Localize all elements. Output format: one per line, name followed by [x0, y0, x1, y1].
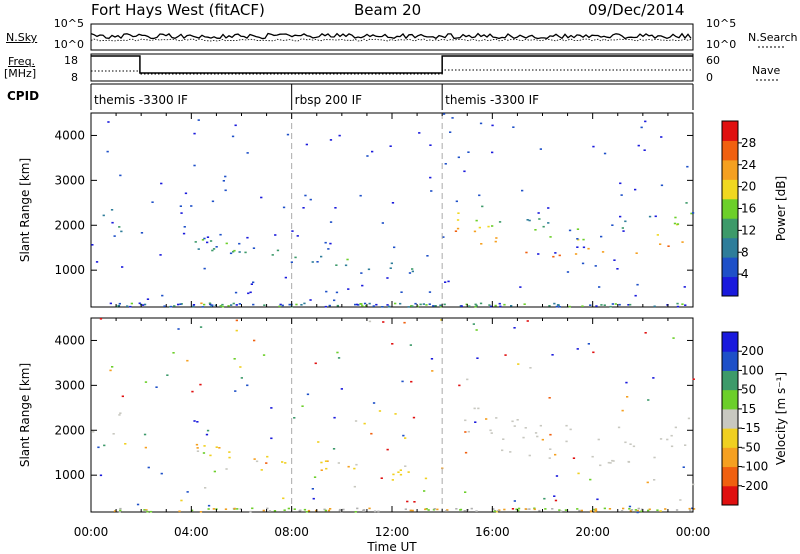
time-tick-label: 04:00: [174, 525, 209, 539]
slant-range-axis-label: Slant Range [km]: [18, 363, 32, 467]
noise-sky-trace: [90, 32, 692, 40]
colorbar-swatch: [722, 121, 738, 141]
colorbar-tick-label: 12: [741, 223, 756, 237]
power-colorbar-label: Power [dB]: [774, 176, 788, 241]
colorbar-swatch: [722, 447, 738, 468]
freq-panel: 18 8 60 0: [64, 53, 720, 84]
range-tick-label: 1000: [54, 468, 85, 482]
nsky-label: N.Sky: [6, 31, 38, 44]
colorbar-swatch: [722, 218, 738, 239]
freq-right-tick-top: 60: [706, 54, 720, 67]
freq-left-tick-top: 18: [64, 54, 78, 67]
nave-trace: [91, 69, 693, 75]
station-title: Fort Hays West (fitACF): [91, 1, 265, 19]
time-tick-label: 00:00: [74, 525, 109, 539]
slant-range-axis-label: Slant Range [km]: [18, 158, 32, 262]
date-title: 09/Dec/2014: [588, 1, 685, 19]
colorbar-tick-label: 28: [741, 136, 756, 150]
velocity-colorbar: -200 -100 -50 -15 15 50 100 200 Velocity [m s⁻¹]: [721, 331, 788, 506]
nsearch-label: N.Search: [748, 31, 798, 44]
colorbar-tick-label: 100: [741, 363, 764, 377]
noise-panel: 10^5 10^0 10^5 10^0: [54, 17, 736, 51]
colorbar-swatch: [722, 351, 738, 371]
colorbar-tick-label: 8: [741, 245, 749, 259]
range-tick-label: 2000: [54, 423, 85, 437]
time-tick-label: 00:00: [676, 525, 711, 539]
colorbar-tick-label: 24: [741, 158, 756, 172]
colorbar-swatch: [722, 257, 738, 278]
freq-label: Freq.: [8, 55, 36, 68]
freq-unit-label: [MHz]: [4, 67, 37, 80]
noise-search-trace: [90, 38, 692, 42]
time-tick-label: 20:00: [575, 525, 610, 539]
time-axis: 00:00 04:00 08:00 12:00 16:00 20:00 00:00 Time …: [74, 525, 711, 554]
power-panel: 1000 2000 3000 4000 Slant Range [km]: [18, 112, 695, 308]
freq-left-tick-bottom: 8: [71, 71, 78, 84]
range-tick-label: 3000: [54, 173, 85, 187]
colorbar-swatch: [722, 466, 738, 487]
velocity-colorbar-label: Velocity [m s⁻¹]: [774, 372, 788, 465]
time-axis-label: Time UT: [366, 540, 417, 554]
colorbar-swatch: [722, 332, 738, 352]
noise-left-tick-top: 10^5: [54, 17, 84, 30]
velocity-panel: 1000 2000 3000 4000 Slant Range [km]: [18, 317, 696, 514]
nave-label: Nave: [752, 64, 781, 77]
colorbar-swatch: [722, 276, 738, 297]
colorbar-swatch: [722, 159, 738, 180]
colorbar-swatch: [722, 140, 738, 161]
colorbar-swatch: [722, 408, 738, 429]
colorbar-tick-label: -200: [741, 479, 768, 493]
beam-title: Beam 20: [354, 1, 422, 19]
frequency-trace: [91, 55, 693, 74]
colorbar-tick-label: -15: [741, 421, 761, 435]
power-colorbar: 4 8 12 16 20 24 28 Power [dB]: [721, 120, 788, 297]
noise-left-tick-bottom: 10^0: [54, 38, 84, 51]
colorbar-tick-label: 16: [741, 202, 756, 216]
colorbar-tick-label: -100: [741, 460, 768, 474]
cpid-segment-label: themis -3300 IF: [94, 93, 188, 107]
time-tick-label: 16:00: [475, 525, 510, 539]
noise-right-tick-top: 10^5: [706, 17, 736, 30]
cpid-label: CPID: [7, 89, 40, 103]
range-tick-label: 2000: [54, 218, 85, 232]
colorbar-swatch: [722, 389, 738, 410]
colorbar-tick-label: 20: [741, 180, 756, 194]
colorbar-swatch: [722, 370, 738, 391]
cpid-segment-label: themis -3300 IF: [445, 93, 539, 107]
colorbar-swatch: [722, 485, 738, 506]
colorbar-swatch: [722, 428, 738, 448]
noise-right-tick-bottom: 10^0: [706, 38, 736, 51]
velocity-echoes: [92, 318, 696, 514]
colorbar-tick-label: 200: [741, 344, 764, 358]
colorbar-swatch: [722, 198, 738, 219]
time-tick-label: 08:00: [274, 525, 309, 539]
range-tick-label: 3000: [54, 378, 85, 392]
range-tick-label: 1000: [54, 263, 85, 277]
cpid-segment-label: rbsp 200 IF: [295, 93, 362, 107]
colorbar-swatch: [722, 179, 738, 200]
colorbar-swatch: [722, 237, 738, 258]
range-tick-label: 4000: [54, 333, 85, 347]
time-tick-label: 12:00: [375, 525, 410, 539]
colorbar-tick-label: 15: [741, 402, 756, 416]
colorbar-tick-label: -50: [741, 440, 761, 454]
freq-right-tick-bottom: 0: [706, 71, 713, 84]
colorbar-tick-label: 4: [741, 267, 749, 281]
range-tick-label: 4000: [54, 128, 85, 142]
cpid-panel: themis -3300 IF rbsp 200 IF themis -3300 I…: [90, 83, 694, 110]
colorbar-tick-label: 50: [741, 383, 756, 397]
